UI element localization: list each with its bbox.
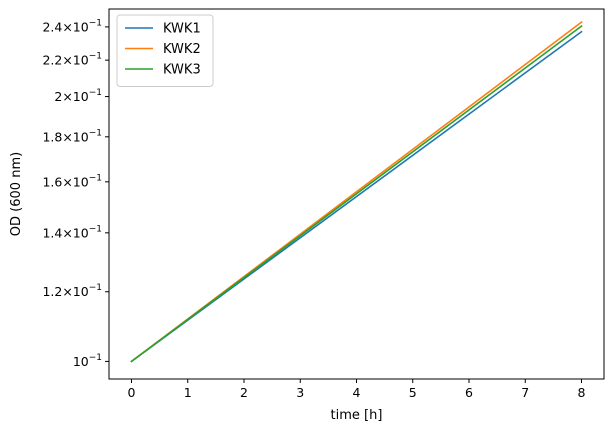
x-tick-label-4: 4 <box>353 385 361 400</box>
x-axis-label: time [h] <box>331 408 383 423</box>
legend-label-kwk3: KWK3 <box>163 63 201 78</box>
x-tick-label-1: 1 <box>184 385 192 400</box>
y-tick-label-5: 2×10−1 <box>54 88 102 104</box>
series-line-kwk3 <box>130 24 583 363</box>
legend-label-kwk2: KWK2 <box>163 42 201 57</box>
y-tick-label-7: 2.4×10−1 <box>42 18 102 34</box>
x-tick-label-3: 3 <box>296 385 304 400</box>
y-tick-label-4: 1.8×10−1 <box>42 128 102 144</box>
x-tick-label-2: 2 <box>240 385 248 400</box>
y-tick-label-1: 1.2×10−1 <box>42 283 102 299</box>
legend: KWK1 KWK2 KWK3 <box>116 14 214 87</box>
y-axis-label: OD (600 nm) <box>9 152 24 236</box>
y-tick-label-0: 10−1 <box>73 353 102 369</box>
y-tick-label-6: 2.2×10−1 <box>42 52 102 68</box>
x-tick-label-5: 5 <box>409 385 417 400</box>
y-axis: 10−1 1.2×10−1 1.4×10−1 1.6×10−1 1.8×10−1 2×10… <box>42 18 109 369</box>
y-tick-label-3: 1.6×10−1 <box>42 173 102 189</box>
x-axis: 0 1 2 3 4 5 6 7 8 <box>128 379 586 400</box>
legend-label-kwk1: KWK1 <box>163 22 201 37</box>
x-tick-label-7: 7 <box>521 385 529 400</box>
y-tick-label-2: 1.4×10−1 <box>42 224 102 240</box>
x-tick-label-0: 0 <box>128 385 136 400</box>
x-tick-label-8: 8 <box>578 385 586 400</box>
series-layer <box>130 21 583 363</box>
x-tick-label-6: 6 <box>465 385 473 400</box>
